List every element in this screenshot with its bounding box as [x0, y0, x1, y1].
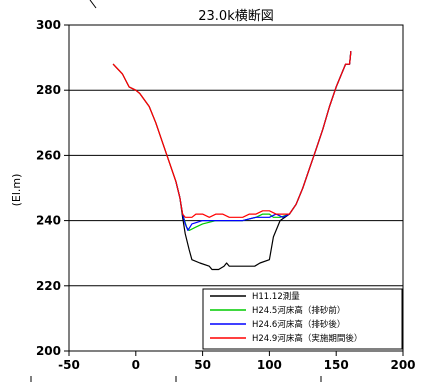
- legend-label-0: H11.12測量: [252, 291, 300, 302]
- y-tick-label: 300: [36, 18, 61, 32]
- series-line-3: [112, 51, 352, 218]
- plot-frame: [68, 24, 404, 352]
- x-tick-label: -50: [58, 358, 80, 372]
- legend-label-1: H24.5河床高（排砂前）: [252, 305, 345, 316]
- y-axis-label: (El.m): [10, 174, 23, 207]
- grid-layer: [69, 89, 403, 287]
- x-tick-label: 200: [390, 358, 415, 372]
- legend-items: H11.12測量 H24.5河床高（排砂前） H24.6河床高（排砂後） H24.9河…: [210, 291, 362, 344]
- y-tick-label: 240: [36, 214, 61, 228]
- top-decoration-line: [89, 0, 97, 9]
- series-layer: [112, 51, 352, 271]
- x-tick-label: 50: [194, 358, 211, 372]
- y-tick-label: 260: [36, 148, 61, 162]
- series-line-0: [112, 51, 352, 271]
- legend-box: [202, 288, 403, 350]
- chart-title: 23.0k横断図: [198, 9, 273, 24]
- x-tick-label: 100: [257, 358, 282, 372]
- axis-layer: 200 220 240 260 280 300 -50 0 50 100 150 200: [36, 18, 416, 372]
- series-line-2: [175, 51, 352, 231]
- y-tick-label: 220: [36, 279, 61, 293]
- x-tick-label: 0: [132, 358, 140, 372]
- legend: H11.12測量 H24.5河床高（排砂前） H24.6河床高（排砂後） H24.9河…: [202, 288, 403, 350]
- y-tick-label: 200: [36, 344, 61, 358]
- x-tick-label: 150: [324, 358, 349, 372]
- legend-label-2: H24.6河床高（排砂後）: [252, 319, 345, 330]
- legend-label-3: H24.9河床高（実施期間後）: [252, 333, 362, 344]
- y-tick-label: 280: [36, 83, 61, 97]
- series-line-1: [175, 51, 352, 231]
